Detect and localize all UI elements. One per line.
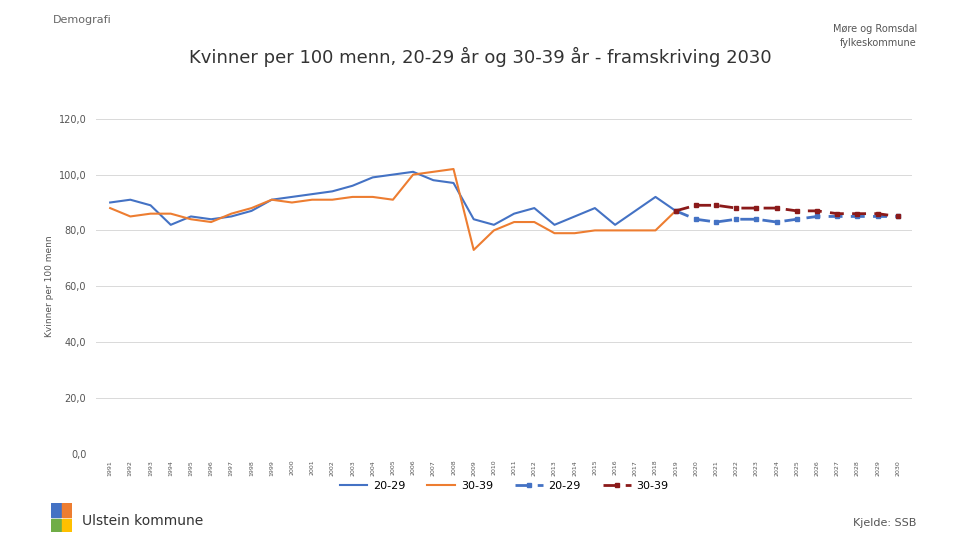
Y-axis label: Kvinner per 100 menn: Kvinner per 100 menn [45,235,55,337]
Text: Demografi: Demografi [53,15,111,25]
Bar [62,503,72,517]
Bar [51,519,60,532]
Legend: 20-29, 30-39, 20-29, 30-39: 20-29, 30-39, 20-29, 30-39 [335,477,673,495]
Text: Ulstein kommune: Ulstein kommune [82,514,203,528]
Text: Kjelde: SSB: Kjelde: SSB [853,518,917,528]
Bar [51,503,60,517]
Text: Kvinner per ⁠100⁠ menn, 20-29 år og 30-39 år - framskriving 2030: Kvinner per ⁠100⁠ menn, 20-29 år og 30-3… [189,46,771,67]
Text: Møre og Romsdal
fylkeskommune: Møre og Romsdal fylkeskommune [832,24,917,48]
Bar [62,519,72,532]
